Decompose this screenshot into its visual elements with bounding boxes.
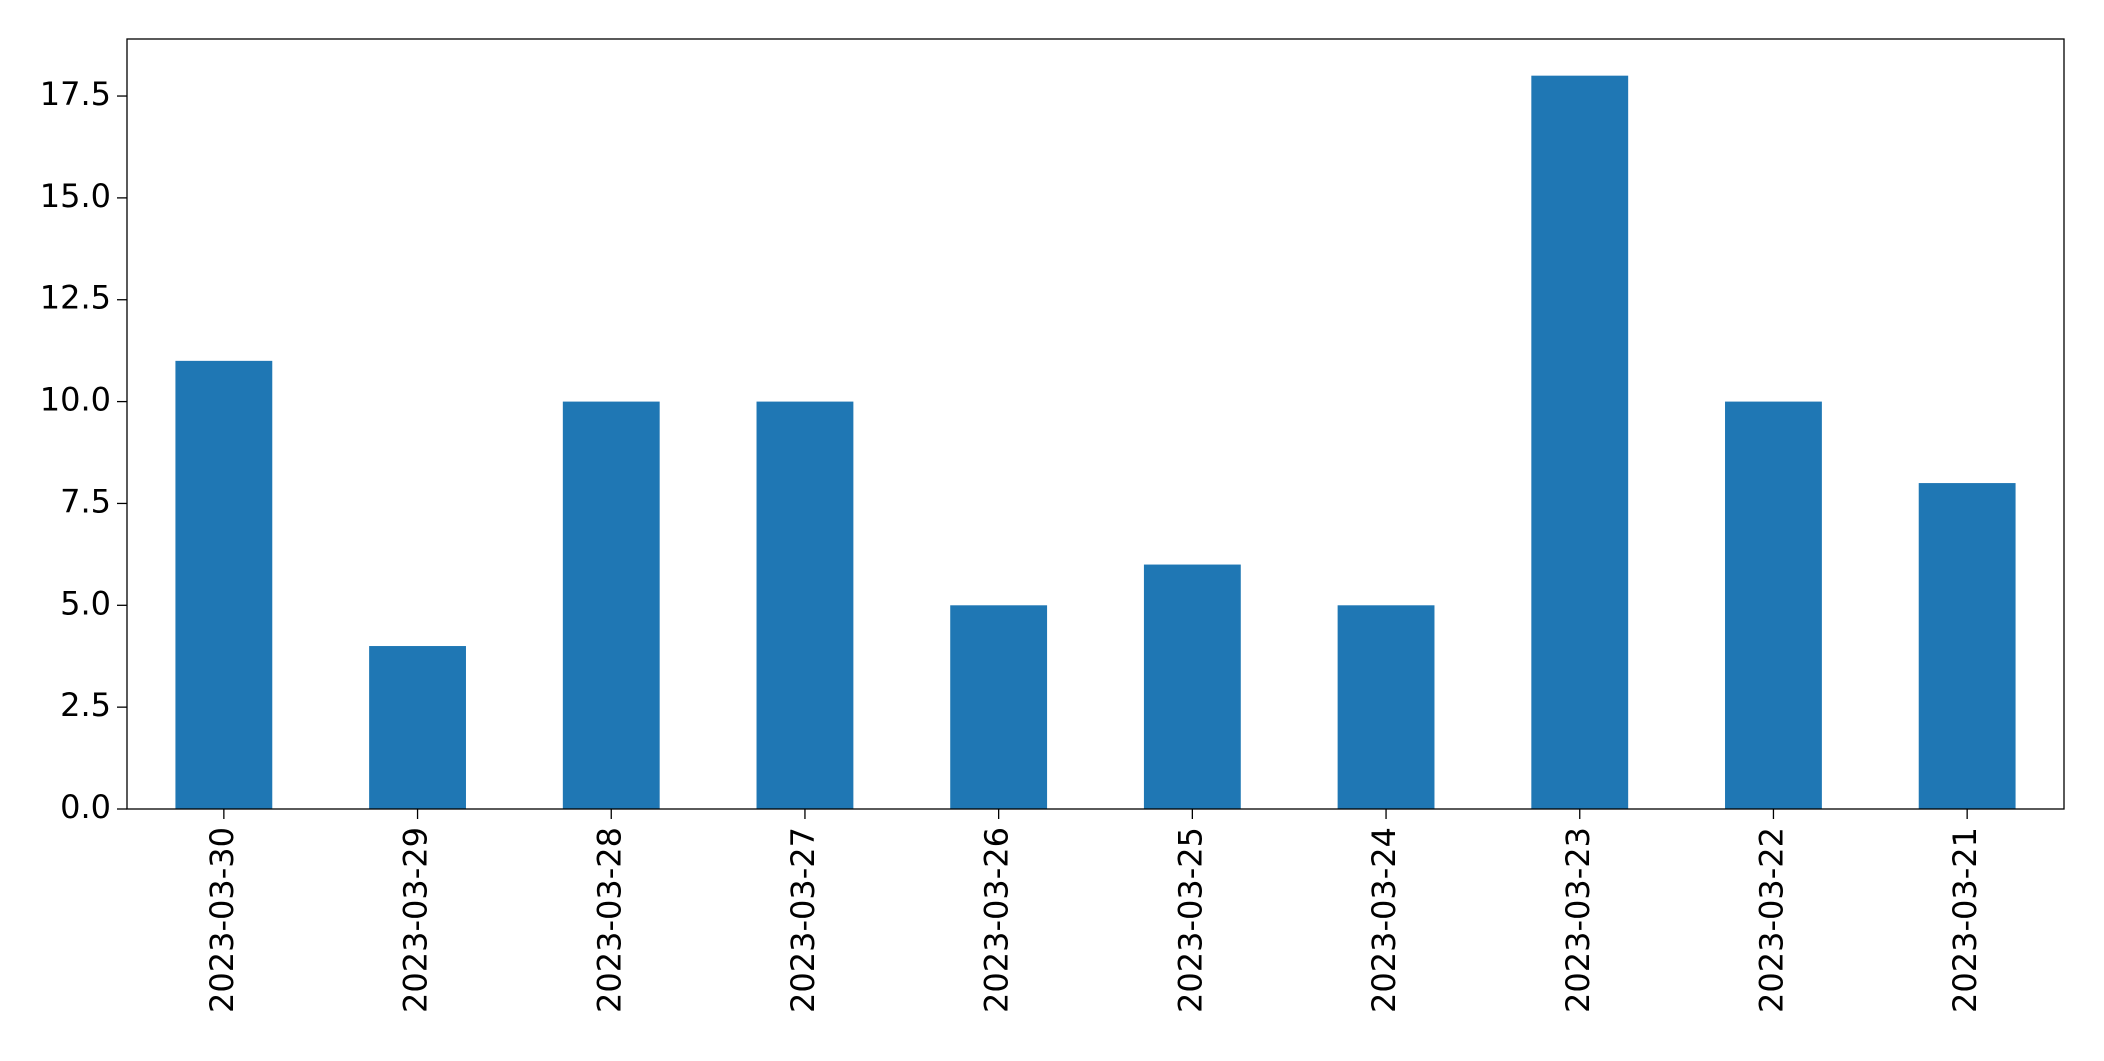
x-tick-label: 2023-03-27 bbox=[784, 827, 822, 1013]
bar bbox=[1918, 483, 2016, 809]
bar bbox=[1531, 75, 1629, 809]
bar bbox=[756, 401, 854, 809]
x-tick-label: 2023-03-24 bbox=[1365, 827, 1403, 1013]
bar bbox=[1725, 401, 1822, 809]
bar bbox=[562, 401, 660, 809]
bar bbox=[175, 360, 273, 809]
y-tick-label: 10.0 bbox=[40, 381, 111, 419]
y-tick-label: 15.0 bbox=[40, 177, 111, 215]
x-tick-label: 2023-03-22 bbox=[1752, 827, 1790, 1013]
bar bbox=[369, 646, 466, 809]
bar bbox=[1337, 605, 1435, 809]
bar bbox=[1143, 564, 1241, 809]
y-tick-label: 12.5 bbox=[40, 279, 111, 317]
y-tick-label: 17.5 bbox=[40, 75, 111, 113]
y-tick-label: 0.0 bbox=[60, 788, 111, 826]
x-tick-label: 2023-03-28 bbox=[590, 827, 628, 1013]
x-tick-label: 2023-03-30 bbox=[203, 827, 241, 1013]
x-tick-label: 2023-03-29 bbox=[397, 827, 435, 1013]
x-tick-label: 2023-03-21 bbox=[1946, 827, 1984, 1013]
plot-frame bbox=[126, 38, 2065, 810]
x-tick-label: 2023-03-26 bbox=[978, 827, 1016, 1013]
y-tick-label: 7.5 bbox=[60, 482, 111, 520]
x-tick-label: 2023-03-25 bbox=[1171, 827, 1209, 1013]
y-tick-label: 2.5 bbox=[60, 686, 111, 724]
x-tick-label: 2023-03-23 bbox=[1559, 827, 1597, 1013]
y-tick-label: 5.0 bbox=[60, 584, 111, 622]
bar bbox=[950, 605, 1048, 809]
